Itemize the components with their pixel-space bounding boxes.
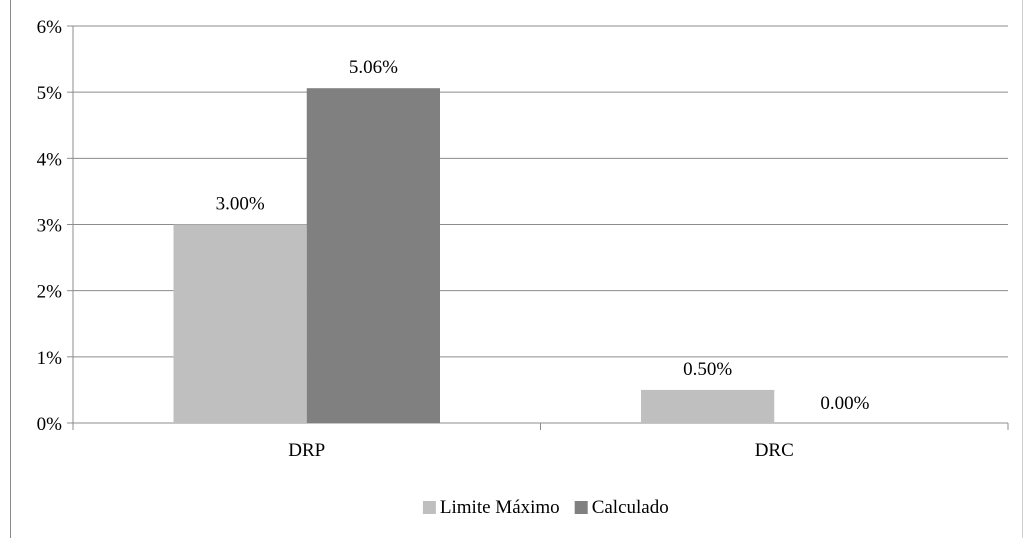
y-tick-label: 5% — [37, 83, 63, 104]
gridlines — [73, 25, 1008, 358]
bar-drp-series-1 — [173, 224, 307, 423]
y-tick-label: 2% — [37, 282, 63, 303]
x-category-label: DRP — [288, 440, 325, 461]
y-tick-label: 0% — [37, 414, 63, 435]
data-labels: 3.00% 5.06% 0.50% 0.00% — [216, 57, 870, 414]
y-tick-label: 1% — [37, 348, 63, 369]
data-label: 3.00% — [216, 194, 265, 215]
legend: Limite Máximo Calculado — [422, 497, 669, 518]
legend-swatch — [422, 501, 436, 514]
data-label: 0.00% — [820, 393, 869, 414]
bar-drp-series-2 — [306, 88, 440, 424]
legend-label: Calculado — [592, 497, 669, 518]
bars — [173, 88, 775, 424]
legend-swatch — [574, 501, 588, 514]
data-label: 0.50% — [683, 359, 732, 380]
y-tick-label: 4% — [37, 149, 63, 170]
bar-drc-series-1 — [641, 389, 775, 423]
data-label: 5.06% — [349, 57, 398, 78]
chart-frame — [10, 0, 1023, 538]
y-tick-label: 6% — [37, 17, 63, 38]
y-tick-label: 3% — [37, 216, 63, 237]
legend-label: Limite Máximo — [440, 497, 560, 518]
x-category-label: DRC — [755, 440, 794, 461]
